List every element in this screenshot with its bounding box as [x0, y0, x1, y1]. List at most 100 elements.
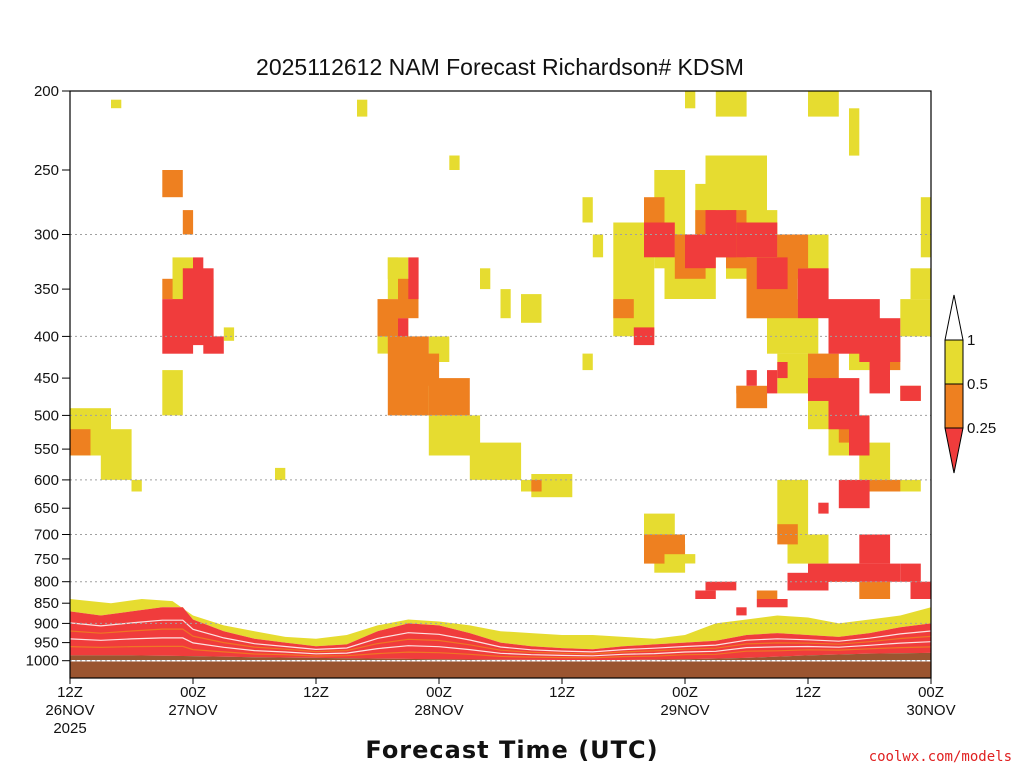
ri-cell	[777, 524, 798, 545]
ri-cell	[592, 234, 604, 258]
ri-cell	[705, 210, 737, 258]
ri-cell	[736, 607, 747, 616]
ri-cell	[644, 222, 675, 258]
y-tick-label: 850	[34, 595, 59, 612]
ri-cell	[746, 370, 757, 386]
ground-fill	[70, 652, 931, 678]
ri-cell	[736, 222, 778, 258]
x-tick-label: 00Z	[672, 684, 698, 701]
ri-cell	[797, 268, 829, 319]
ri-cell	[849, 415, 870, 456]
legend-lt025	[944, 427, 964, 474]
x-tick-label: 00Z	[180, 684, 206, 701]
y-tick-label: 950	[34, 635, 59, 652]
y-tick-label: 450	[34, 370, 59, 387]
legend-05-1	[944, 339, 964, 385]
x-tick-label: 00Z	[426, 684, 452, 701]
pbl-streak	[69, 645, 932, 659]
pbl-mix-band	[70, 599, 931, 650]
ri-cell	[900, 385, 921, 401]
ri-cell	[756, 599, 788, 608]
data-layer	[69, 91, 932, 678]
ri-cell	[131, 479, 142, 492]
y-axis: 200 250 300 350 400 450 500 550 600 650 700 750 800 8…	[26, 83, 70, 670]
x-tick-label: 27NOV	[168, 702, 217, 719]
y-tick-label: 750	[34, 551, 59, 568]
ri-cell	[808, 91, 839, 117]
ri-cell	[777, 362, 788, 379]
y-tick-label: 700	[34, 527, 59, 544]
ri-cell	[869, 353, 890, 394]
y-tick-label: 800	[34, 574, 59, 591]
ri-cell	[613, 299, 634, 319]
x-tick-label: 30NOV	[906, 702, 955, 719]
ri-cell	[633, 327, 655, 346]
chart-title: 2025112612 NAM Forecast Richardson# KDSM	[256, 54, 744, 80]
y-tick-label: 400	[34, 328, 59, 345]
legend-level-label: 0.5	[967, 376, 988, 393]
ri-cell	[480, 268, 491, 290]
ri-cell	[664, 534, 685, 555]
ri-cell	[849, 108, 860, 156]
ri-cell	[756, 590, 778, 599]
ri-cell	[100, 429, 132, 480]
x-tick-label: 12Z	[303, 684, 329, 701]
credit-text: coolwx.com/models	[869, 749, 1012, 765]
ri-cell	[715, 91, 747, 117]
ri-cell	[900, 563, 921, 582]
ri-cell	[736, 385, 747, 394]
ri-cell	[756, 257, 788, 290]
plot-frame	[69, 90, 932, 679]
ri-cell	[869, 479, 901, 492]
y-tick-label: 600	[34, 472, 59, 489]
ri-cell	[818, 502, 829, 514]
legend-gt1	[944, 294, 964, 341]
gridlines	[70, 234, 931, 662]
ri-cell	[808, 563, 870, 582]
ri-cell	[920, 197, 932, 258]
ri-cell	[838, 479, 870, 509]
ri-cell	[910, 268, 931, 300]
x-tick-label: 2025	[53, 720, 86, 737]
ri-cell	[900, 299, 932, 337]
y-tick-label: 1000	[26, 653, 59, 670]
pbl-streak	[69, 637, 932, 657]
ri-cell	[500, 289, 511, 319]
y-tick-label: 500	[34, 407, 59, 424]
y-tick-label: 300	[34, 227, 59, 244]
ri-cell	[582, 197, 593, 223]
ri-cell	[408, 257, 419, 300]
ri-cell	[910, 581, 931, 599]
ri-cell	[162, 278, 173, 299]
ri-cell	[111, 99, 122, 109]
ri-cell	[869, 563, 901, 582]
ri-cell	[767, 370, 778, 394]
legend-level-label: 1	[967, 332, 975, 349]
y-tick-label: 250	[34, 162, 59, 179]
ri-cell	[674, 554, 696, 564]
ri-cell	[859, 581, 891, 599]
pbl-streak	[69, 619, 932, 653]
legend-025-05	[944, 383, 964, 429]
ri-cell	[644, 534, 665, 564]
ri-cell	[193, 257, 204, 279]
ri-cell	[223, 327, 235, 341]
ri-cell	[377, 299, 398, 337]
y-tick-label: 900	[34, 615, 59, 632]
ri-cell	[695, 590, 716, 599]
ri-cell	[182, 210, 194, 235]
x-axis-label: Forecast Time (UTC)	[365, 736, 658, 764]
ri-cell	[705, 581, 737, 591]
ri-cell	[70, 429, 91, 456]
y-tick-label: 200	[34, 83, 59, 100]
series--0-25	[162, 210, 931, 616]
ri-cell	[275, 467, 286, 480]
ri-cell	[162, 370, 183, 416]
pbl-streaks	[69, 619, 932, 659]
x-tick-label: 12Z	[57, 684, 83, 701]
ri-cell	[387, 257, 399, 279]
x-tick-label: 12Z	[549, 684, 575, 701]
x-tick-label: 29NOV	[660, 702, 709, 719]
ri-cell	[449, 155, 460, 170]
